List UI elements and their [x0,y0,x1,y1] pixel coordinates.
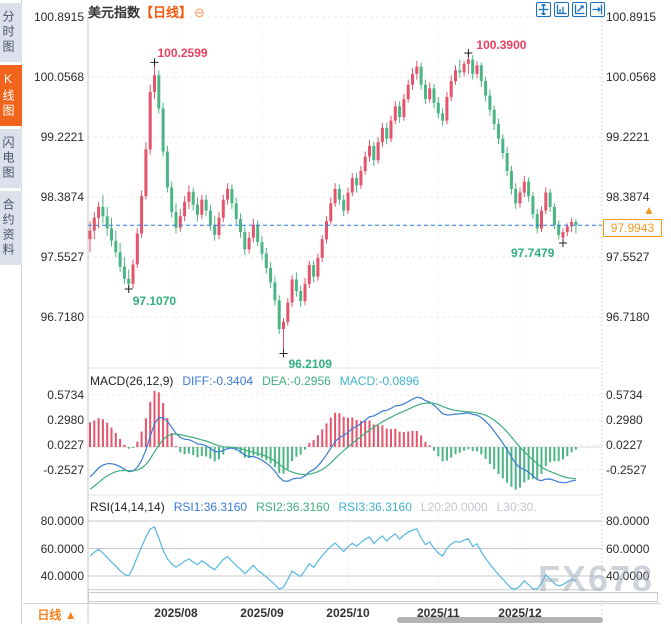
sidebar-tab-contract-info[interactable]: 合约资料 [0,191,22,265]
rsi2-value: RSI2:36.3160 [256,500,330,514]
axis-scale-tool-icon[interactable] [554,2,569,17]
instrument-title: 美元指数 [88,5,141,20]
axis-zoom-tool-icon[interactable] [572,2,587,17]
macd-macd-value: MACD:-0.0896 [339,374,420,388]
rsi-header: RSI(14,14,14) RSI1:36.3160 RSI2:36.3160 RSI… [90,500,546,514]
scrollbar-thumb[interactable] [397,617,603,623]
collapse-icon[interactable]: ⊖ [194,5,205,20]
macd-dea-value: DEA:-0.2956 [262,374,331,388]
sidebar-tab-timeline[interactable]: 分时图 [0,3,22,62]
period-selector-label: 日线 [37,608,62,622]
chart-toolbar [536,2,605,17]
rsi1-value: RSI1:36.3160 [173,500,248,514]
chart-title-bar: 美元指数【日线】 ⊖ [88,2,205,21]
scrollbar-track[interactable] [88,592,658,602]
rsi-params-label: RSI(14,14,14) [90,500,165,514]
sidebar-tab-kline[interactable]: K线图 [0,65,22,126]
triangle-up-icon: ▲ [64,608,77,622]
macd-params-label: MACD(26,12,9) [90,374,174,388]
current-price-label: 97.9943 [603,219,662,237]
goto-latest-tool-icon[interactable] [590,2,605,17]
rsi-l20-label: L20:20.0000 [420,500,488,514]
rsi3-value: RSI3:36.3160 [338,500,412,514]
period-selector[interactable]: 日线 ▲ [28,606,86,623]
rsi-l30-label: L30:30. [496,500,537,514]
move-tool-icon[interactable] [536,2,551,17]
macd-header: MACD(26,12,9) DIFF:-0.3404 DEA:-0.2956 MACD… [90,374,428,388]
price-arrow-icon: ▲ [643,203,655,217]
sidebar: 分时图 K线图 闪电图 合约资料 [0,0,22,624]
macd-diff-value: DIFF:-0.3404 [182,374,254,388]
period-tag: 【日线】 [140,5,193,20]
sidebar-tab-lightning[interactable]: 闪电图 [0,129,22,188]
